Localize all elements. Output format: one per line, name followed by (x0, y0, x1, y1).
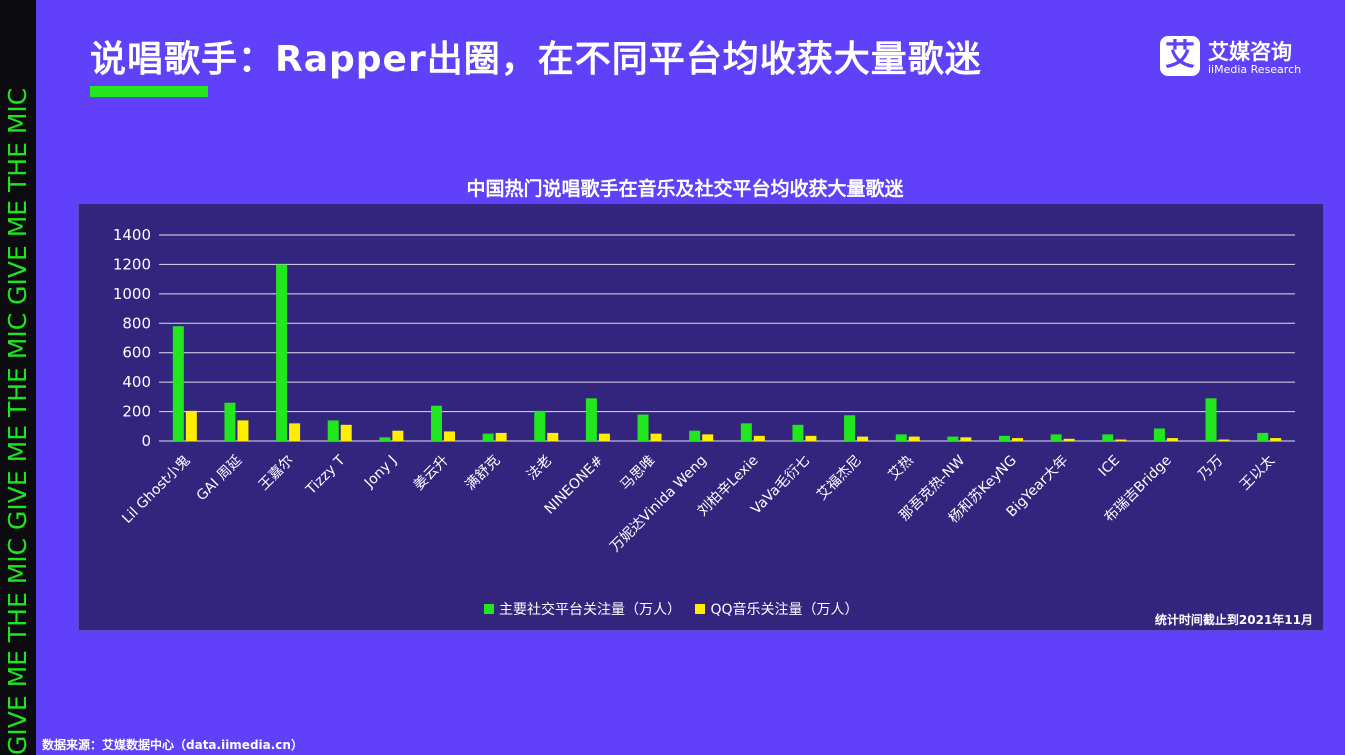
x-tick-label: 满舒克 (462, 453, 503, 494)
x-tick-label: 马思唯 (617, 453, 658, 494)
bar-social (689, 430, 701, 441)
bar-social (1205, 398, 1217, 441)
data-source: 数据来源：艾媒数据中心（data.iimedia.cn） (42, 738, 303, 752)
bar-social (637, 414, 649, 441)
logo-icon: 艾 (1160, 36, 1200, 76)
brand-logo: 艾 艾媒咨询 iiMedia Research (1160, 36, 1310, 80)
bar-social (224, 402, 236, 441)
bar-social (534, 410, 546, 441)
x-tick-label: 乃万 (1195, 453, 1226, 484)
y-tick-label: 400 (122, 373, 151, 391)
bar-qq (650, 433, 662, 441)
bar-social (947, 436, 959, 441)
bar-social (792, 424, 804, 441)
y-tick-label: 800 (122, 314, 151, 332)
x-tick-label: 艾福杰尼 (814, 453, 865, 504)
bar-qq (857, 436, 869, 441)
legend-swatch-qq (695, 604, 706, 614)
chart-title: 中国热门说唱歌手在音乐及社交平台均收获大量歌迷 (466, 178, 904, 200)
chart-legend: 主要社交平台关注量（万人） QQ音乐关注量（万人） (484, 599, 869, 619)
bar-qq (340, 424, 352, 441)
x-tick-label: 王嘉尔 (256, 453, 297, 494)
bar-qq (1063, 438, 1075, 441)
bar-qq (1115, 439, 1127, 441)
legend-item-qq: QQ音乐关注量（万人） (695, 599, 859, 619)
bar-qq (185, 410, 197, 441)
bar-qq (702, 434, 714, 441)
legend-label-qq: QQ音乐关注量（万人） (710, 602, 859, 618)
bar-social (844, 415, 856, 441)
bar-social (1050, 434, 1062, 441)
y-tick-label: 0 (141, 432, 151, 450)
bar-social (585, 398, 597, 441)
bar-social (431, 405, 442, 441)
bar-qq (547, 432, 559, 441)
x-tick-label: 王以太 (1237, 453, 1278, 494)
bar-social (1257, 432, 1269, 441)
bar-social (740, 423, 752, 441)
bar-social (895, 434, 907, 441)
bar-social (327, 420, 339, 441)
chart-area: 0 200 400 600 800 1000 1200 1400 Lil Ghost小鬼 GAI … (78, 203, 1324, 631)
bar-qq (1166, 438, 1178, 441)
legend-item-social: 主要社交平台关注量（万人） (484, 599, 681, 619)
y-tick-label: 600 (122, 344, 151, 362)
title-underline-bar (90, 86, 208, 97)
bar-social (379, 437, 391, 441)
bar-chart: 0 200 400 600 800 1000 1200 1400 Lil Ghost小鬼 GAI … (113, 226, 1295, 556)
bar-qq (805, 435, 817, 441)
bar-social (482, 433, 494, 441)
bar-qq (1270, 438, 1282, 441)
bar-social (1153, 428, 1165, 441)
x-tick-label: Tizzy T (303, 452, 349, 498)
x-tick-label: 万妮达Vinida Weng (607, 453, 710, 556)
x-tick-label: 法老 (524, 453, 555, 484)
side-slogan: GIVE ME THE MIC GIVE ME THE MIC GIVE ME … (3, 87, 32, 755)
x-tick-label: 艾热 (885, 453, 916, 484)
bar-qq (237, 420, 249, 441)
bar-qq (495, 432, 507, 441)
bar-qq (960, 437, 972, 441)
bar-qq (598, 433, 610, 441)
bar-social (172, 326, 184, 441)
bar-social (1102, 434, 1114, 441)
x-tick-label: Jony J (361, 453, 400, 492)
bar-qq (753, 435, 765, 441)
x-tick-label: 姜云升 (411, 453, 452, 494)
y-tick-label: 1000 (113, 285, 151, 303)
x-tick-label: GAI 周延 (194, 453, 246, 505)
bar-qq (1012, 438, 1023, 441)
legend-swatch-social (484, 604, 494, 614)
y-tick-label: 1400 (113, 226, 151, 244)
stat-date-note: 统计时间截止到2021年11月 (1154, 613, 1313, 627)
y-tick-label: 1200 (113, 255, 151, 273)
legend-label-social: 主要社交平台关注量（万人） (499, 602, 681, 618)
x-tick-label: Lil Ghost小鬼 (119, 453, 193, 527)
bar-social (999, 435, 1010, 441)
bar-qq (444, 431, 455, 441)
bar-qq (1218, 439, 1230, 441)
x-tick-label: ICE (1096, 453, 1123, 480)
bar-qq (289, 423, 301, 441)
bar-social (276, 264, 288, 441)
side-strip: GIVE ME THE MIC GIVE ME THE MIC GIVE ME … (0, 0, 36, 755)
bar-qq (908, 436, 920, 441)
page-title: 说唱歌手：Rapper出圈，在不同平台均收获大量歌迷 (90, 39, 982, 80)
logo-subtitle: iiMedia Research (1208, 63, 1302, 76)
logo-name: 艾媒咨询 (1208, 40, 1292, 64)
bar-qq (392, 430, 404, 441)
y-tick-label: 200 (122, 403, 151, 421)
